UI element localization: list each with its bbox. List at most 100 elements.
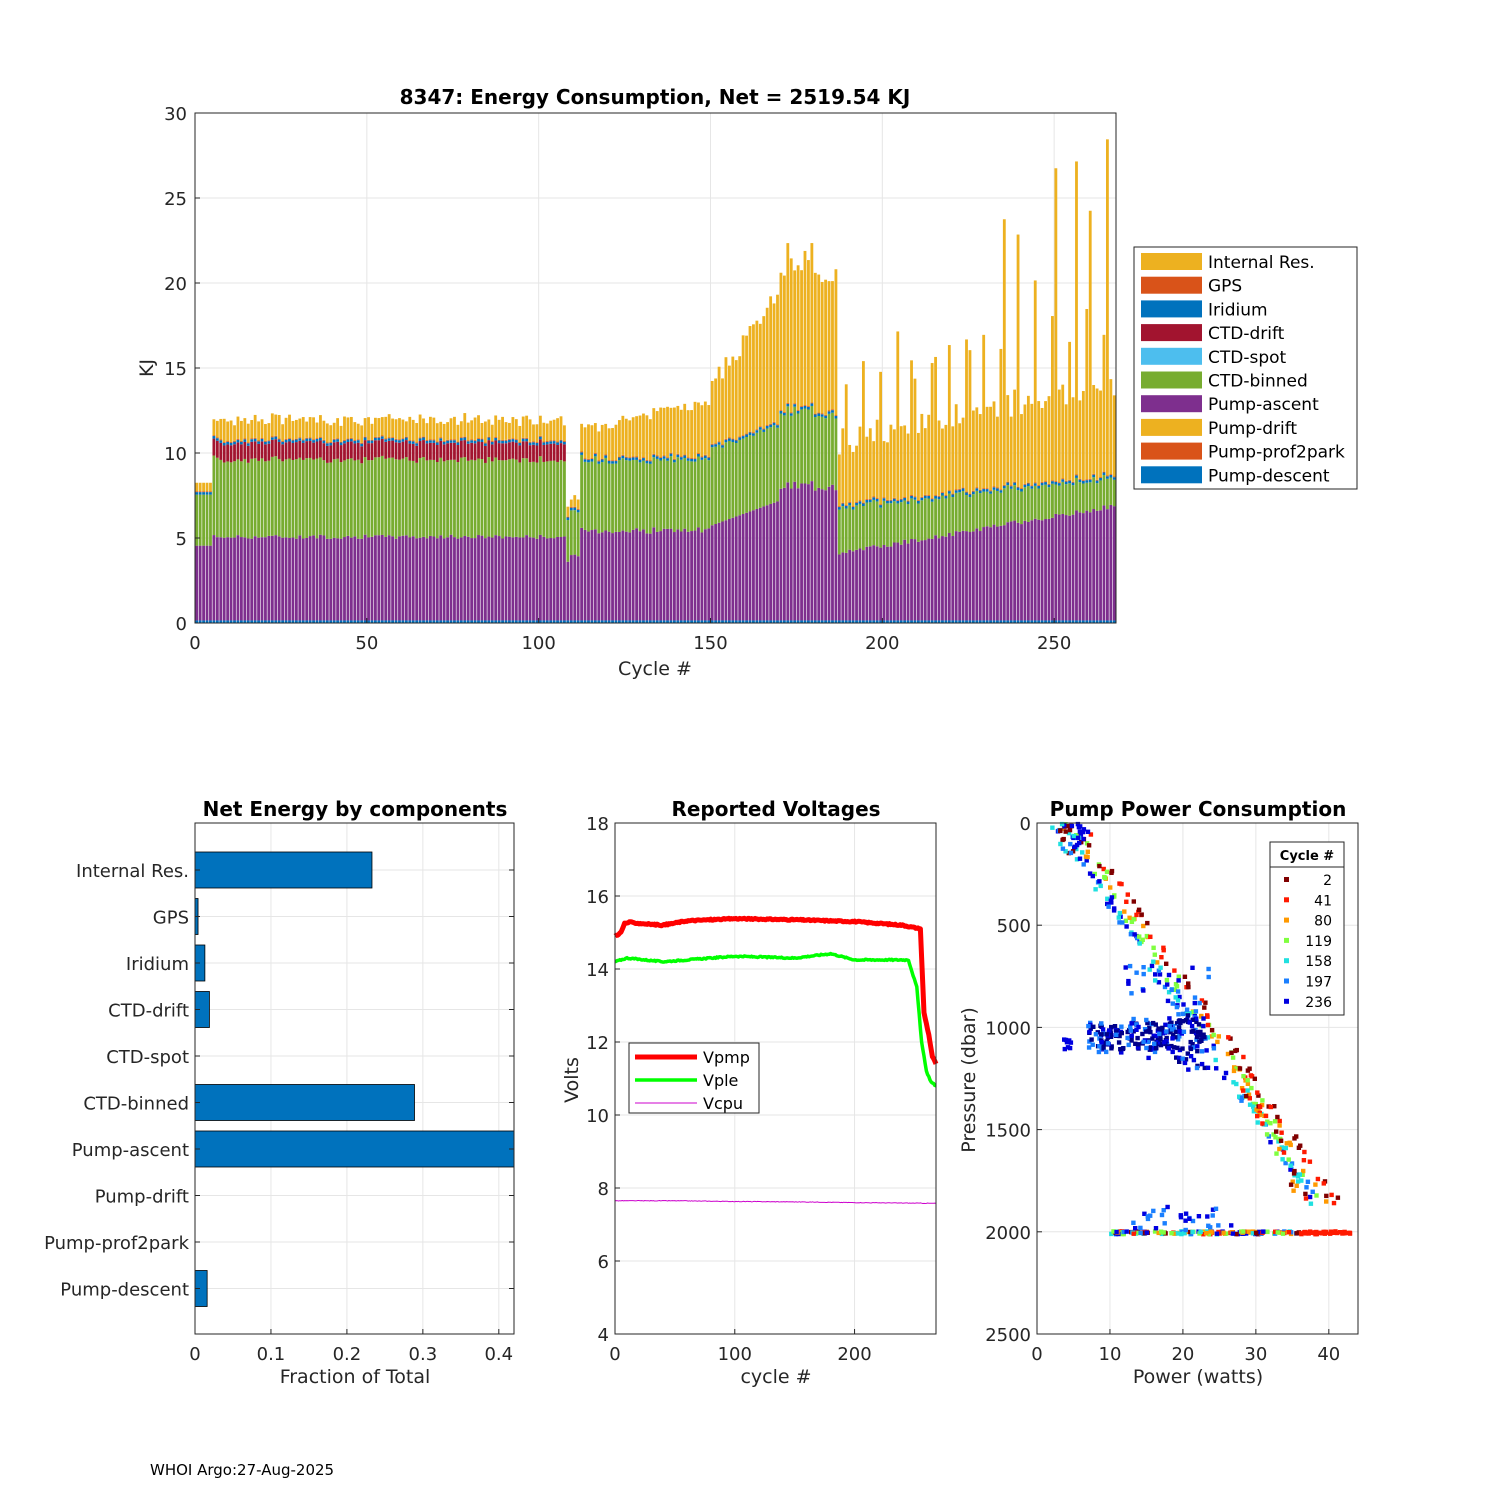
- energy-bar-internal-res: [380, 417, 384, 436]
- energy-bar-gps: [1013, 481, 1017, 483]
- energy-bar-ctd-binned: [865, 502, 869, 547]
- energy-bar-pump-descent: [690, 620, 693, 623]
- energy-bar-pump-ascent: [305, 537, 309, 621]
- energy-bar-pump-descent: [453, 620, 456, 623]
- energy-bar-iridium: [1020, 488, 1023, 492]
- pump-point: [1216, 1223, 1221, 1228]
- energy-bar-pump-descent: [916, 620, 920, 623]
- energy-bar-ctd-binned: [648, 463, 652, 534]
- energy-bar-ctd-drift: [542, 444, 546, 462]
- energy-bar-pump-ascent: [394, 538, 398, 621]
- pump-point: [1205, 1065, 1211, 1070]
- pump-point: [1177, 1034, 1182, 1039]
- energy-bar-pump-ascent: [786, 482, 790, 621]
- energy-bar-internal-res: [865, 436, 869, 500]
- energy-bar-pump-ascent: [435, 538, 439, 621]
- energy-bar-ctd-binned: [363, 457, 367, 535]
- energy-bar-ctd-binned: [291, 460, 295, 538]
- energy-bar-ctd-binned: [315, 458, 319, 539]
- energy-bar-gps: [618, 456, 621, 458]
- pump-point: [1279, 1145, 1284, 1150]
- pump-point: [1213, 1206, 1219, 1211]
- energy-bar-internal-res: [198, 482, 202, 492]
- energy-bar-gps: [1051, 480, 1054, 482]
- energy-bar-internal-res: [274, 414, 278, 436]
- pump-point: [1290, 1179, 1295, 1184]
- energy-bar-gps: [831, 409, 834, 411]
- energy-bar-pump-ascent: [590, 530, 594, 621]
- energy-bar-iridium: [831, 410, 834, 413]
- pump-point: [1141, 988, 1146, 993]
- energy-bar-pump-descent: [239, 620, 243, 623]
- energy-bar-ctd-binned: [239, 461, 243, 538]
- pump-point: [1164, 1039, 1169, 1044]
- energy-bar-iridium: [442, 441, 446, 445]
- energy-bar-ctd-binned: [576, 512, 580, 557]
- pump-point: [1201, 1016, 1206, 1021]
- pump-xtick-label: 10: [1099, 1344, 1122, 1365]
- pump-point: [1152, 1049, 1158, 1055]
- energy-bar-iridium: [549, 441, 553, 444]
- energy-bar-ctd-binned: [896, 503, 900, 543]
- energy-bar-gps: [466, 440, 470, 442]
- pump-point: [1138, 1225, 1143, 1231]
- energy-bar-gps: [996, 487, 999, 489]
- energy-bar-ctd-binned: [1088, 482, 1092, 513]
- energy-bar-iridium: [504, 440, 508, 444]
- energy-bar-internal-res: [944, 424, 948, 496]
- energy-bar-pump-descent: [910, 620, 913, 623]
- pump-point: [1167, 1016, 1172, 1021]
- pump-point: [1199, 1013, 1204, 1019]
- energy-ytick-label: 5: [176, 529, 187, 550]
- pump-point: [1170, 1024, 1176, 1029]
- pump-point: [1063, 849, 1068, 854]
- pump-point: [1099, 1032, 1104, 1037]
- energy-bar-gps: [930, 498, 934, 500]
- pump-point: [1234, 1081, 1239, 1087]
- energy-bar-ctd-binned: [418, 457, 422, 538]
- energy-bar-internal-res: [346, 417, 350, 439]
- pump-point: [1069, 823, 1075, 829]
- energy-bar-gps: [968, 493, 972, 495]
- energy-bar-ctd-drift: [253, 441, 257, 459]
- energy-bar-pump-ascent: [672, 532, 676, 621]
- energy-bar-pump-ascent: [817, 487, 821, 621]
- energy-bar-gps: [999, 489, 1003, 491]
- energy-bar-iridium: [236, 439, 240, 443]
- energy-bar-pump-ascent: [810, 481, 814, 621]
- energy-bar-ctd-drift: [415, 445, 419, 463]
- energy-bar-gps: [669, 452, 673, 454]
- pump-point: [1068, 850, 1074, 856]
- energy-bar-ctd-binned: [518, 462, 522, 538]
- energy-bar-pump-descent: [937, 620, 941, 623]
- energy-bar-ctd-binned: [1071, 485, 1075, 515]
- energy-bar-iridium: [401, 439, 405, 442]
- pump-point: [1164, 977, 1170, 983]
- pump-point: [1245, 1078, 1250, 1083]
- pump-point: [1118, 1047, 1123, 1052]
- energy-bar-ctd-drift: [325, 445, 329, 463]
- energy-bar-iridium: [429, 440, 432, 443]
- energy-bar-ctd-binned: [611, 463, 614, 534]
- energy-bar-pump-ascent: [851, 551, 855, 621]
- energy-bar-gps: [473, 439, 477, 441]
- energy-bar-ctd-drift: [563, 444, 566, 462]
- pump-point: [1064, 1040, 1070, 1045]
- energy-bar-gps: [374, 436, 377, 438]
- energy-bar-pump-descent: [731, 620, 735, 623]
- energy-bar-pump-ascent: [226, 537, 230, 621]
- pump-point: [1131, 1016, 1136, 1022]
- energy-bar-pump-descent: [1016, 620, 1020, 623]
- pump-point: [1063, 829, 1068, 834]
- energy-bar-iridium: [604, 455, 608, 458]
- energy-bar-internal-res: [1092, 385, 1096, 474]
- pump-point: [1245, 1081, 1251, 1086]
- energy-bar-ctd-binned: [449, 459, 453, 535]
- energy-bar-iridium: [1037, 485, 1041, 489]
- pump-point: [1161, 945, 1166, 950]
- energy-bar-pump-descent: [593, 620, 597, 623]
- energy-bar-ctd-binned: [380, 455, 384, 535]
- pump-point: [1190, 965, 1195, 970]
- energy-bar-internal-res: [930, 363, 934, 499]
